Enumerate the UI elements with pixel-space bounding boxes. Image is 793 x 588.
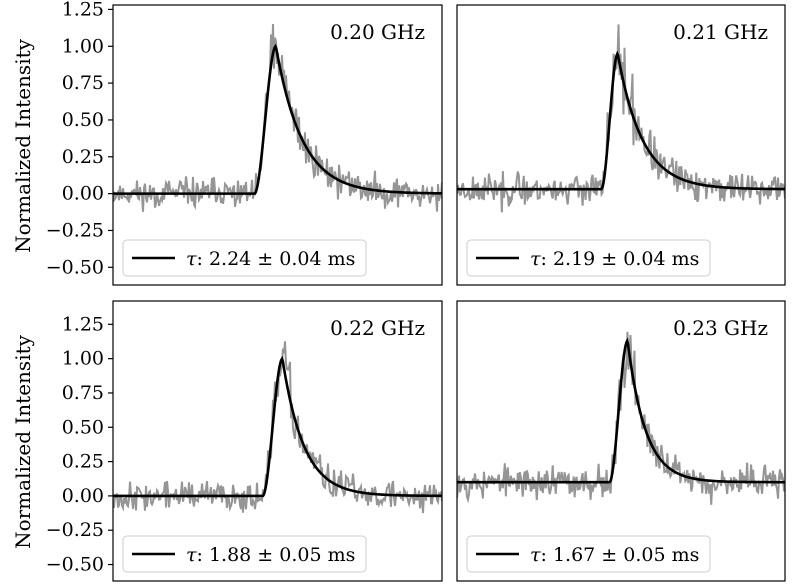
data-series-line bbox=[113, 341, 442, 514]
fit-series-line bbox=[113, 43, 442, 195]
legend-box bbox=[466, 239, 711, 277]
ytick-label: 1.25 bbox=[62, 0, 104, 20]
panel-4: 0.23 GHz τ: 1.67 ± 0.05 ms bbox=[456, 300, 786, 582]
legend-tau-value: : 1.67 ± 0.05 ms bbox=[541, 544, 700, 566]
ytick-label: 0.25 bbox=[62, 451, 104, 473]
frequency-label: 0.21 GHz bbox=[673, 20, 768, 44]
legend: τ: 1.88 ± 0.05 ms bbox=[122, 535, 367, 573]
legend-tau-value: : 1.88 ± 0.05 ms bbox=[197, 544, 356, 566]
frequency-label: 0.23 GHz bbox=[673, 316, 768, 340]
panel-3: 1.25 1.00 0.75 0.50 0.25 0.00 −0.25 −0.50 0.22 G… bbox=[46, 300, 443, 582]
ytick-label: 0.25 bbox=[62, 146, 104, 168]
ytick-label: 0.50 bbox=[62, 109, 104, 131]
legend-label: τ: 2.19 ± 0.04 ms bbox=[530, 248, 699, 270]
legend: τ: 2.19 ± 0.04 ms bbox=[466, 239, 711, 277]
panel-2: 0.21 GHz τ: 2.19 ± 0.04 ms bbox=[456, 4, 786, 286]
ytick-label: 1.25 bbox=[62, 313, 104, 335]
ytick-label: 0.50 bbox=[62, 416, 104, 438]
panels: 1.25 1.00 0.75 0.50 0.25 0.00 −0.25 −0.50 0.20 G… bbox=[46, 0, 786, 582]
ylabel-bottom: Normalized Intensity bbox=[11, 334, 35, 549]
panel-1: 1.25 1.00 0.75 0.50 0.25 0.00 −0.25 −0.50 0.20 G… bbox=[46, 0, 443, 286]
data-series-line bbox=[457, 24, 785, 213]
data-series-line bbox=[457, 331, 785, 505]
legend-label: τ: 1.88 ± 0.05 ms bbox=[186, 544, 355, 566]
legend-box bbox=[466, 535, 711, 573]
axes-frame bbox=[112, 300, 443, 582]
ytick-label: −0.50 bbox=[46, 554, 104, 576]
legend: τ: 1.67 ± 0.05 ms bbox=[466, 535, 711, 573]
fit-series-line bbox=[457, 337, 785, 484]
ytick-label: −0.25 bbox=[46, 519, 104, 541]
ytick-label: 1.00 bbox=[62, 35, 104, 57]
axes-frame bbox=[112, 4, 443, 286]
legend-tau-value: : 2.19 ± 0.04 ms bbox=[541, 248, 700, 270]
legend-tau-symbol: τ bbox=[530, 248, 541, 270]
ytick-label: 0.00 bbox=[62, 183, 104, 205]
axes-frame bbox=[456, 300, 786, 582]
legend-tau-symbol: τ bbox=[186, 544, 197, 566]
legend: τ: 2.24 ± 0.04 ms bbox=[122, 239, 367, 277]
fit-series-line bbox=[457, 50, 785, 191]
ylabel-top: Normalized Intensity bbox=[11, 38, 35, 253]
frequency-label: 0.22 GHz bbox=[330, 316, 425, 340]
axes-frame bbox=[456, 4, 786, 286]
ytick-label: 0.00 bbox=[62, 485, 104, 507]
legend-box bbox=[122, 239, 367, 277]
legend-label: τ: 1.67 ± 0.05 ms bbox=[530, 544, 699, 566]
legend-tau-symbol: τ bbox=[186, 248, 197, 270]
frequency-label: 0.20 GHz bbox=[330, 20, 425, 44]
ytick-label: 0.75 bbox=[62, 72, 104, 94]
fit-series-line bbox=[113, 355, 442, 498]
legend-tau-symbol: τ bbox=[530, 544, 541, 566]
legend-box bbox=[122, 535, 367, 573]
legend-label: τ: 2.24 ± 0.04 ms bbox=[186, 248, 355, 270]
ytick-label: −0.50 bbox=[46, 256, 104, 278]
ytick-label: −0.25 bbox=[46, 219, 104, 241]
legend-tau-value: : 2.24 ± 0.04 ms bbox=[197, 248, 356, 270]
ytick-label: 0.75 bbox=[62, 382, 104, 404]
ytick-label: 1.00 bbox=[62, 348, 104, 370]
